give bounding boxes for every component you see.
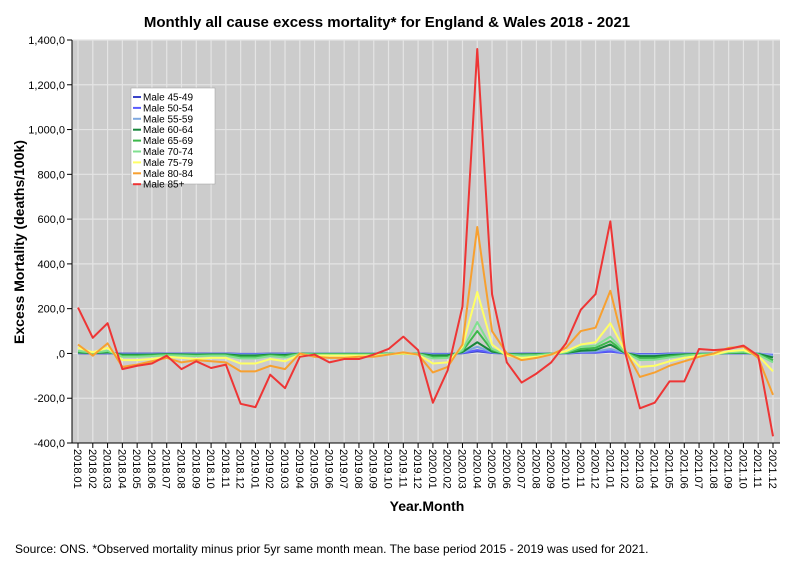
- x-tick-label: 2020.08: [529, 449, 541, 489]
- legend-label: Male 65-69: [143, 136, 193, 147]
- x-tick-label: 2021.04: [648, 449, 660, 489]
- x-tick-label: 2020.10: [559, 449, 571, 489]
- x-tick-label: 2019.07: [337, 449, 349, 489]
- x-tick-label: 2020.02: [441, 449, 453, 489]
- x-axis-title: Year.Month: [390, 498, 465, 514]
- x-tick-label: 2019.04: [293, 449, 305, 489]
- x-tick-label: 2021.12: [766, 449, 778, 489]
- x-tick-label: 2019.10: [382, 449, 394, 489]
- legend-label: Male 80-84: [143, 169, 193, 180]
- x-tick-label: 2018.03: [101, 449, 113, 489]
- x-tick-label: 2021.05: [662, 449, 674, 489]
- x-tick-label: 2020.06: [500, 449, 512, 489]
- legend-label: Male 85+: [143, 180, 185, 191]
- x-tick-label: 2021.03: [633, 449, 645, 489]
- x-tick-label: 2021.11: [751, 449, 763, 488]
- axes: 2018.01 2018.02 2018.03 2018.04 2018.05 2018.…: [28, 35, 780, 489]
- source-note: Source: ONS. *Observed mortality minus p…: [15, 542, 648, 556]
- x-tick-label: 2021.08: [707, 449, 719, 489]
- x-tick-label: 2020.12: [589, 449, 601, 489]
- x-tick-label: 2018.04: [115, 449, 127, 489]
- y-tick-label: -200,0: [34, 393, 65, 405]
- y-tick-label: 1,400,0: [28, 35, 65, 47]
- series-lines: [77, 47, 774, 437]
- x-tick-label: 2020.01: [426, 449, 438, 489]
- x-tick-label: 2021.01: [603, 449, 615, 489]
- x-tick-label: 2018.12: [234, 449, 246, 489]
- series-line-male-85-: [77, 47, 774, 437]
- x-tick-label: 2019.03: [278, 449, 290, 489]
- x-tick-label: 2018.01: [71, 449, 83, 489]
- x-tick-label: 2021.10: [736, 449, 748, 489]
- x-tick-label: 2020.03: [455, 449, 467, 489]
- x-tick-label: 2018.08: [175, 449, 187, 489]
- legend-label: Male 75-79: [143, 158, 193, 169]
- y-tick-label: 600,0: [37, 214, 65, 226]
- legend-label: Male 60-64: [143, 125, 193, 136]
- x-tick-label: 2019.05: [308, 449, 320, 489]
- x-tick-label: 2020.09: [544, 449, 556, 489]
- y-tick-label: 400,0: [37, 259, 65, 271]
- x-tick-label: 2019.11: [396, 449, 408, 488]
- y-axis-title: Excess Mortality (deaths/100k): [11, 140, 27, 344]
- x-tick-label: 2018.11: [219, 449, 231, 488]
- series-line-male-80-84: [77, 225, 774, 396]
- x-tick-label: 2020.07: [515, 449, 527, 489]
- x-tick-label: 2021.02: [618, 449, 630, 489]
- series-line-male-75-79: [77, 290, 774, 373]
- y-tick-label: 1,000,0: [28, 125, 65, 137]
- legend-label: Male 50-54: [143, 103, 193, 114]
- x-tick-label: 2021.06: [677, 449, 689, 489]
- x-tick-label: 2018.06: [145, 449, 157, 489]
- x-tick-label: 2020.11: [574, 449, 586, 488]
- x-tick-label: 2019.08: [352, 449, 364, 489]
- legend-label: Male 70-74: [143, 147, 193, 158]
- y-tick-label: 200,0: [37, 304, 65, 316]
- series-line-male-70-74: [77, 321, 774, 364]
- x-tick-label: 2020.05: [485, 449, 497, 489]
- x-tick-label: 2019.01: [248, 449, 260, 489]
- x-tick-label: 2021.09: [722, 449, 734, 489]
- y-tick-label: ,0: [56, 348, 65, 360]
- x-tick-label: 2019.02: [263, 449, 275, 489]
- x-tick-label: 2018.10: [204, 449, 216, 489]
- x-tick-label: 2019.06: [322, 449, 334, 489]
- x-tick-label: 2018.05: [130, 449, 142, 489]
- chart-title: Monthly all cause excess mortality* for …: [144, 14, 630, 31]
- x-tick-label: 2018.09: [189, 449, 201, 489]
- x-tick-label: 2019.09: [367, 449, 379, 489]
- x-tick-label: 2021.07: [692, 449, 704, 489]
- legend-label: Male 55-59: [143, 114, 193, 125]
- x-tick-label: 2018.02: [86, 449, 98, 489]
- legend-label: Male 45-49: [143, 93, 193, 104]
- x-tick-label: 2019.12: [411, 449, 423, 489]
- x-tick-label: 2020.04: [470, 449, 482, 489]
- y-tick-label: 1,200,0: [28, 80, 65, 92]
- y-tick-label: -400,0: [34, 438, 65, 450]
- y-tick-label: 800,0: [37, 169, 65, 181]
- legend-box: [130, 87, 216, 185]
- x-tick-label: 2018.07: [160, 449, 172, 489]
